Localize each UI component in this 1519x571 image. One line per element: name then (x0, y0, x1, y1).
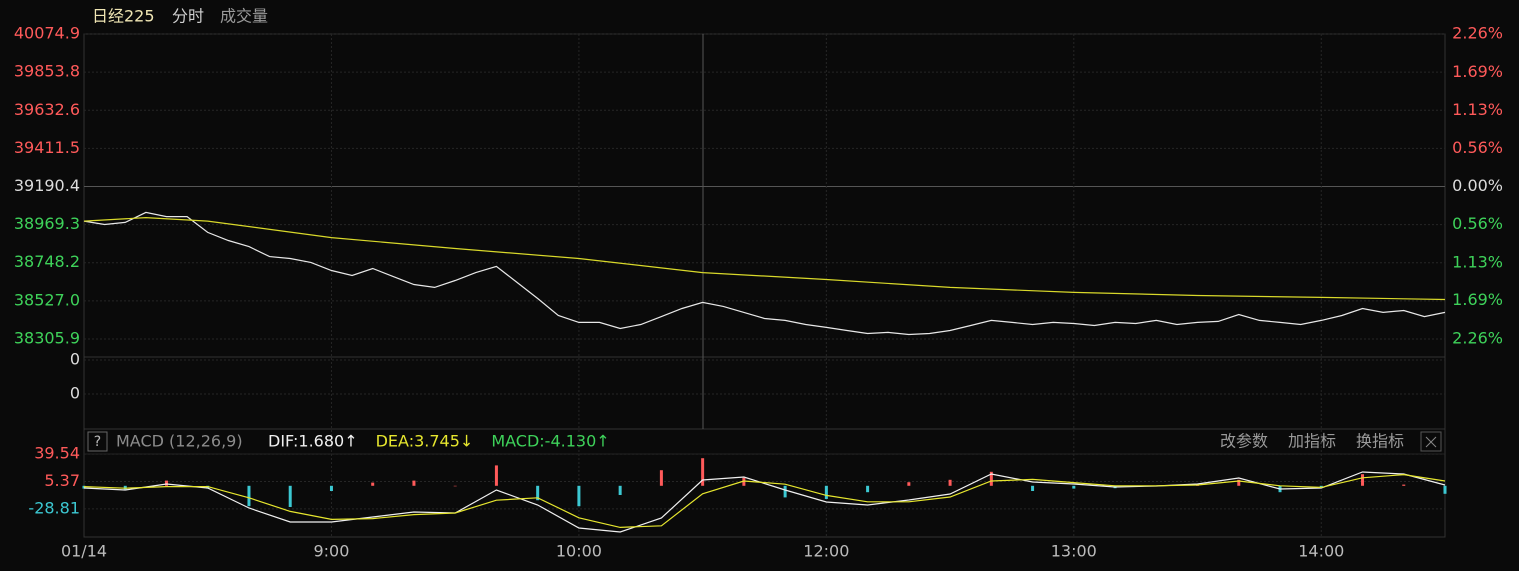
y-tick-label: 0 (70, 384, 80, 403)
y-tick-label: 39411.5 (14, 138, 80, 157)
macd-line (83, 473, 1446, 529)
macd-bar (412, 480, 416, 486)
macd-bar (164, 480, 168, 486)
y2-tick-label: 0.56% (1452, 138, 1503, 157)
macd-bar (1031, 485, 1035, 491)
legend-entry: DEA:3.745↓ (376, 432, 474, 451)
x-tick-label: 14:00 (1298, 542, 1344, 561)
macd-bar (329, 485, 333, 491)
macd-bar (1402, 484, 1406, 486)
close-button[interactable] (1420, 431, 1442, 452)
y-tick-label: 39190.4 (14, 176, 80, 195)
legend-entry: DIF:1.680↑ (268, 432, 358, 451)
macd-bar (577, 485, 581, 507)
y-tick-label: 38305.9 (14, 329, 80, 348)
y-tick-label: 39.54 (34, 444, 80, 463)
macd-bar (288, 485, 292, 507)
help[interactable]: ? (94, 434, 101, 450)
price-line (83, 211, 1446, 336)
y2-tick-label: 1.69% (1452, 62, 1503, 81)
y2-tick-label: 1.13% (1452, 100, 1503, 119)
x-tick-label: 10:00 (556, 542, 602, 561)
macd-bar (453, 485, 457, 487)
macd-bar (866, 485, 870, 493)
help-box[interactable] (87, 431, 108, 452)
macd-bar (247, 485, 251, 507)
symbol[interactable]: 日经225 (92, 7, 155, 26)
y2-tick-label: 1.69% (1452, 290, 1503, 309)
y2-tick-label: 2.26% (1452, 24, 1503, 43)
macd-bar (989, 471, 993, 486)
y-tick-label: 38748.2 (14, 252, 80, 271)
button[interactable]: 换指标 (1356, 432, 1404, 451)
macd-bar (1319, 485, 1323, 487)
y2-tick-label: 0.56% (1452, 214, 1503, 233)
macd-bar (701, 458, 705, 486)
y-tick-label: 39632.6 (14, 100, 80, 119)
macd-bar (1443, 485, 1447, 494)
button[interactable]: 改参数 (1220, 432, 1268, 451)
macd-bar (948, 479, 952, 486)
y-tick-label: 5.37 (44, 471, 80, 490)
y-tick-label: -28.81 (28, 498, 80, 517)
macd-bar (1237, 479, 1241, 486)
macd-bar (618, 485, 622, 495)
macd-bar (371, 482, 375, 486)
y2-tick-label: 1.13% (1452, 252, 1503, 271)
button[interactable]: 加指标 (1288, 432, 1336, 451)
tab[interactable]: 分时 (172, 7, 204, 26)
x-tick-label: 12:00 (803, 542, 849, 561)
y2-tick-label: 2.26% (1452, 329, 1503, 348)
price-line (83, 216, 1446, 301)
indicator-title: MACD (12,26,9) (116, 432, 243, 451)
y-tick-label: 0 (70, 350, 80, 369)
y-tick-label: 38969.3 (14, 214, 80, 233)
macd-bar (742, 477, 746, 486)
macd-bar (1072, 485, 1076, 489)
y-tick-label: 38527.0 (14, 290, 80, 309)
macd-line (83, 471, 1446, 533)
x-tick-label: 9:00 (313, 542, 349, 561)
y2-tick-label: 0.00% (1452, 176, 1503, 195)
macd-bar (1361, 474, 1365, 486)
macd-bar (783, 485, 787, 498)
x-tick-label: 13:00 (1051, 542, 1097, 561)
y-tick-label: 39853.8 (14, 62, 80, 81)
macd-bar (824, 485, 828, 499)
macd-bar (536, 485, 540, 501)
macd-bar (659, 470, 663, 486)
y-tick-label: 40074.9 (14, 24, 80, 43)
tab[interactable]: 成交量 (220, 7, 268, 26)
macd-bar (494, 465, 498, 486)
x-tick-label: 01/14 (61, 542, 107, 561)
close-icon (1425, 436, 1437, 448)
macd-bar (907, 482, 911, 486)
legend-entry: MACD:-4.130↑ (491, 432, 609, 451)
